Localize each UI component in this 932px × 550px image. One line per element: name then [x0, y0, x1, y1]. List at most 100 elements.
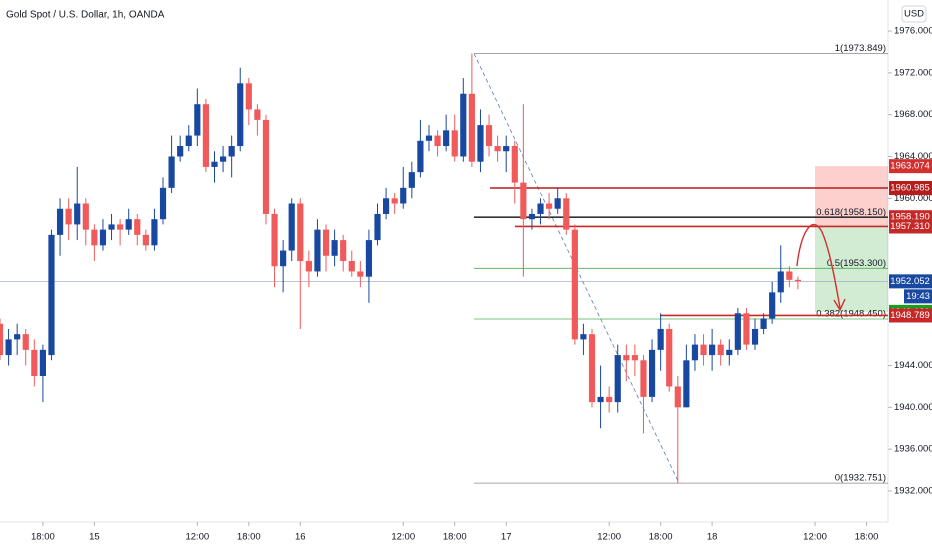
candle-body [597, 396, 604, 403]
projection-arrowhead [833, 298, 846, 312]
candle-body [468, 93, 475, 162]
candle-body [494, 146, 501, 152]
candle-body [39, 349, 46, 376]
price-tag-label: 1958.190 [890, 212, 930, 223]
y-tick-label: 1940.000 [894, 402, 932, 413]
y-tick-label: 1960.000 [894, 193, 932, 204]
candle-body [657, 328, 664, 350]
x-tick-label: 15 [89, 532, 100, 543]
candle-body [280, 250, 287, 267]
candle-body [48, 234, 55, 356]
y-tick-label: 1964.000 [894, 151, 932, 162]
candle-body [382, 198, 390, 214]
candle-body [219, 156, 227, 162]
fib-label: 0.382(1948.450) [816, 309, 886, 320]
price-tag [889, 308, 932, 323]
candle-body [374, 213, 381, 241]
candle-body [485, 125, 493, 147]
candle-body [460, 93, 467, 157]
candle-body [537, 203, 544, 214]
x-tick-label: 18:00 [237, 532, 261, 543]
candle-body [666, 328, 673, 387]
x-tick-label: 12:00 [185, 532, 209, 543]
candle-body [503, 146, 510, 152]
candle-body [348, 261, 355, 272]
countdown-label: 19:43 [906, 291, 930, 302]
candle-body [451, 130, 458, 157]
x-tick-label: 17 [501, 532, 512, 543]
y-tick-label: 1968.000 [894, 109, 932, 120]
candle-body [674, 386, 681, 408]
candle-body [99, 229, 107, 246]
projection-arrow [796, 223, 841, 309]
candle-body [31, 349, 38, 376]
candle-body [528, 213, 536, 220]
candle-body [254, 109, 261, 120]
price-tag-label: 1957.310 [890, 221, 930, 232]
y-tick-label: 1944.000 [894, 360, 932, 371]
candle-body [0, 323, 4, 356]
x-tick-label: 12:00 [803, 532, 827, 543]
candle-body [82, 203, 89, 230]
candle-body [228, 146, 235, 157]
candle-body [56, 208, 64, 235]
candle-body [142, 234, 149, 246]
candle-body [5, 339, 12, 356]
candle-body [91, 229, 98, 246]
x-tick-label: 18:00 [443, 532, 467, 543]
x-tick-label: 18:00 [855, 532, 879, 543]
fib-label: 1(1973.849) [835, 43, 886, 54]
candle-body [588, 334, 596, 403]
candle-body [477, 125, 484, 162]
candle-body [340, 240, 347, 261]
y-tick-label: 1932.000 [894, 485, 932, 496]
candle-body [108, 224, 115, 230]
candle-body [271, 213, 278, 267]
price-tag-label: 1948.789 [890, 310, 930, 321]
candle-body [751, 328, 759, 345]
candle-body [117, 224, 124, 230]
candle-body [168, 156, 175, 188]
candle-body [357, 271, 364, 277]
candle-body [297, 203, 304, 261]
candle-body [391, 198, 398, 204]
candle-body [202, 104, 210, 167]
candle-body [769, 292, 776, 319]
candle-body [322, 229, 330, 256]
x-tick-label: 12:00 [391, 532, 415, 543]
fib-label: 0.5(1953.300) [827, 258, 886, 269]
candle-body [400, 187, 407, 204]
candle-body [648, 349, 656, 397]
candle-body [683, 360, 690, 408]
candle-body [511, 146, 518, 183]
x-tick-label: 18:00 [31, 532, 55, 543]
candle-body [631, 355, 638, 361]
candle-body [159, 187, 167, 220]
candle-body [185, 135, 192, 147]
candle-body [74, 203, 81, 225]
price-tag [889, 180, 932, 195]
x-tick-label: 18 [707, 532, 718, 543]
candle-body [134, 219, 141, 235]
candle-body [194, 104, 201, 136]
candle-body [623, 355, 630, 361]
candle-body [288, 203, 295, 251]
candle-body [606, 396, 613, 403]
chart-title: Gold Spot / U.S. Dollar, 1h, OANDA [6, 10, 165, 21]
currency-label[interactable]: USD [904, 9, 924, 20]
candle-body [709, 344, 716, 356]
plot: 1(1973.849) 0.618(1958.150) 0.5(1953.300) 0… [0, 43, 888, 484]
price-tag [889, 159, 932, 174]
candle-body [700, 344, 707, 356]
fib-label: 0.618(1958.150) [816, 207, 886, 218]
currency-button[interactable] [901, 5, 927, 23]
candle-body [734, 313, 741, 350]
candle-body [314, 229, 321, 272]
candle-body [177, 146, 184, 157]
candle-body [237, 83, 244, 147]
candle-body [546, 203, 553, 209]
y-tick-label: 1936.000 [894, 444, 932, 455]
candle-body [22, 334, 29, 350]
price-tag-label: 1963.074 [890, 161, 930, 172]
